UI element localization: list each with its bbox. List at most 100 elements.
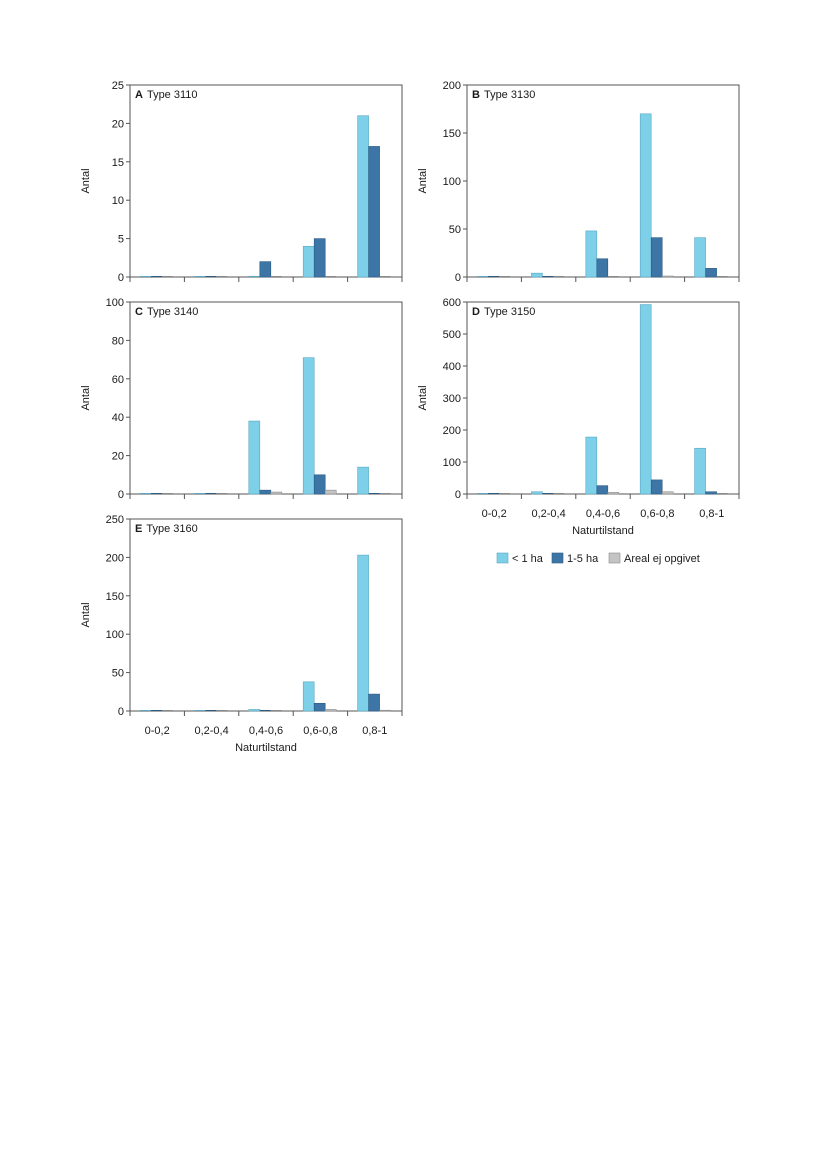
panel-label: D Type 3150 xyxy=(472,306,535,318)
panel-letter: E xyxy=(135,523,142,535)
y-tick-label: 20 xyxy=(112,118,124,130)
x-tick-label: 0,6-0,8 xyxy=(640,508,674,520)
bar-ha1_5 xyxy=(596,485,609,495)
x-tick-label: 0,8-1 xyxy=(699,508,724,520)
y-tick-label: 10 xyxy=(112,195,124,207)
y-tick-label: 100 xyxy=(443,457,461,469)
bar-lt1ha xyxy=(302,357,315,495)
bar-ha1_5 xyxy=(705,268,717,278)
legend-swatch xyxy=(551,552,564,564)
bar-ha1_5 xyxy=(650,237,663,278)
bar-lt1ha xyxy=(639,304,652,495)
y-tick-label: 600 xyxy=(443,297,461,309)
y-tick-label: 50 xyxy=(449,224,461,236)
panel-label: A Type 3110 xyxy=(135,89,198,101)
y-tick-label: 40 xyxy=(112,412,124,424)
panel-label: C Type 3140 xyxy=(135,306,198,318)
y-tick-label: 200 xyxy=(443,425,461,437)
bar-ha1_5 xyxy=(596,258,609,278)
bar-ha1_5 xyxy=(368,693,380,712)
y-tick-label: 50 xyxy=(112,668,124,680)
bar-lt1ha xyxy=(694,447,706,495)
y-axis-title: Antal xyxy=(80,168,92,193)
x-tick-label: 0,8-1 xyxy=(362,725,387,737)
panel-letter: A xyxy=(135,89,143,101)
bar-ha1_5 xyxy=(368,146,380,278)
bar-lt1ha xyxy=(694,237,706,278)
x-tick-label: 0-0,2 xyxy=(145,725,170,737)
y-tick-label: 150 xyxy=(443,128,461,140)
bar-unknown xyxy=(270,491,283,495)
y-tick-label: 300 xyxy=(443,393,461,405)
y-axis-title: Antal xyxy=(417,168,429,193)
bar-ha1_5 xyxy=(650,479,663,495)
y-tick-label: 60 xyxy=(112,374,124,386)
y-tick-label: 150 xyxy=(106,591,124,603)
panel-label: B Type 3130 xyxy=(472,89,535,101)
y-tick-label: 0 xyxy=(455,272,461,284)
y-tick-label: 100 xyxy=(443,176,461,188)
panel-d: 0 100 200 300 400 500 600 Antal D Type 3150 0-0,2 0… xyxy=(417,297,740,537)
x-tick-label: 0-0,2 xyxy=(482,508,507,520)
legend-label: Areal ej opgivet xyxy=(624,553,700,565)
bar-lt1ha xyxy=(531,491,543,495)
y-tick-label: 15 xyxy=(112,157,124,169)
bar-lt1ha xyxy=(357,554,369,712)
panel-letter: C xyxy=(135,306,143,318)
bar-ha1_5 xyxy=(313,474,326,495)
bar-unknown xyxy=(607,492,620,495)
panel-e: 0 50 100 150 200 250 Antal E Type 3160 0-0,2 0,2-0… xyxy=(80,514,403,754)
panel-c: 0 20 40 60 80 100 Antal C Type 3140 xyxy=(80,297,403,501)
x-tick-label: 0,2-0,4 xyxy=(194,725,228,737)
bar-lt1ha xyxy=(357,115,369,278)
y-tick-label: 500 xyxy=(443,329,461,341)
y-tick-label: 250 xyxy=(106,514,124,526)
y-tick-label: 0 xyxy=(118,272,124,284)
legend-swatch xyxy=(608,552,621,564)
y-tick-label: 200 xyxy=(106,552,124,564)
y-tick-label: 80 xyxy=(112,335,124,347)
panel-letter: D xyxy=(472,306,480,318)
panel-title: Type 3160 xyxy=(146,523,197,535)
bar-lt1ha xyxy=(248,420,261,495)
y-axis-title: Antal xyxy=(80,602,92,627)
bar-lt1ha xyxy=(531,272,543,278)
plot-frame xyxy=(129,301,403,495)
bar-ha1_5 xyxy=(313,703,326,712)
y-tick-label: 5 xyxy=(118,234,124,246)
y-tick-label: 100 xyxy=(106,629,124,641)
bar-lt1ha xyxy=(302,245,315,278)
bar-unknown xyxy=(661,491,674,495)
bar-lt1ha xyxy=(585,436,598,495)
y-axis-title: Antal xyxy=(417,385,429,410)
panel-b: 0 50 100 150 200 Antal B Type 3130 xyxy=(417,80,740,284)
y-tick-label: 25 xyxy=(112,80,124,92)
bar-ha1_5 xyxy=(259,261,272,278)
bar-ha1_5 xyxy=(313,238,326,278)
x-tick-label: 0,2-0,4 xyxy=(531,508,565,520)
panel-title: Type 3130 xyxy=(484,89,535,101)
bar-lt1ha xyxy=(639,113,652,278)
x-tick-label: 0,6-0,8 xyxy=(303,725,337,737)
legend-item-lt1ha: < 1 ha xyxy=(496,552,544,565)
y-tick-label: 0 xyxy=(455,489,461,501)
bar-unknown xyxy=(324,709,337,712)
bar-unknown xyxy=(661,275,674,278)
panel-title: Type 3110 xyxy=(147,89,198,101)
bar-ha1_5 xyxy=(259,489,272,495)
y-axis-title: Antal xyxy=(80,385,92,410)
panel-label: E Type 3160 xyxy=(135,523,198,535)
y-tick-label: 400 xyxy=(443,361,461,373)
panel-letter: B xyxy=(472,89,480,101)
x-axis-title: Naturtilstand xyxy=(572,525,634,537)
y-tick-label: 0 xyxy=(118,489,124,501)
y-tick-label: 100 xyxy=(106,297,124,309)
y-tick-label: 20 xyxy=(112,451,124,463)
panel-a: 0 5 10 15 20 25 Antal A Type 3110 xyxy=(80,80,403,284)
legend-label: 1-5 ha xyxy=(567,553,599,565)
x-tick-label: 0,4-0,6 xyxy=(249,725,283,737)
bar-lt1ha xyxy=(585,230,598,278)
bar-ha1_5 xyxy=(705,491,717,495)
